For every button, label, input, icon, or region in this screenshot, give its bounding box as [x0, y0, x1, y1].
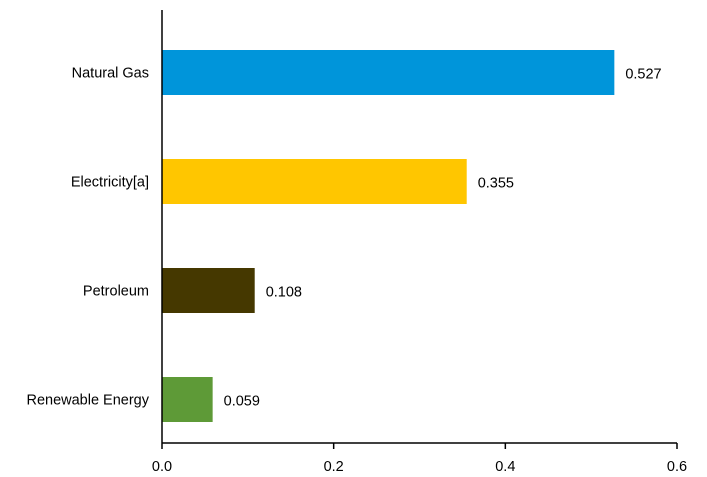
x-tick-label: 0.6 — [667, 459, 687, 475]
x-tick-label: 0.4 — [495, 459, 515, 475]
x-tick-label: 0.2 — [324, 459, 344, 475]
bar-natural-gas — [162, 50, 615, 95]
x-tick-label: 0.0 — [152, 459, 172, 475]
category-label: Natural Gas — [72, 66, 149, 82]
category-label: Petroleum — [83, 284, 149, 300]
data-label: 0.355 — [478, 176, 514, 192]
category-label: Electricity[a] — [71, 175, 149, 191]
data-label: 0.527 — [625, 67, 661, 83]
bar-electricity-a — [162, 159, 467, 204]
category-label: Renewable Energy — [26, 393, 149, 409]
labels-layer: Natural Gas 0.527 Electricity[a] 0.355 Petro… — [26, 66, 687, 476]
axes-layer — [161, 10, 678, 449]
bars-layer — [162, 50, 615, 422]
data-label: 0.059 — [224, 394, 260, 410]
data-label: 0.108 — [266, 285, 302, 301]
bar-petroleum — [162, 268, 255, 313]
bar-renewable-energy — [162, 377, 213, 422]
